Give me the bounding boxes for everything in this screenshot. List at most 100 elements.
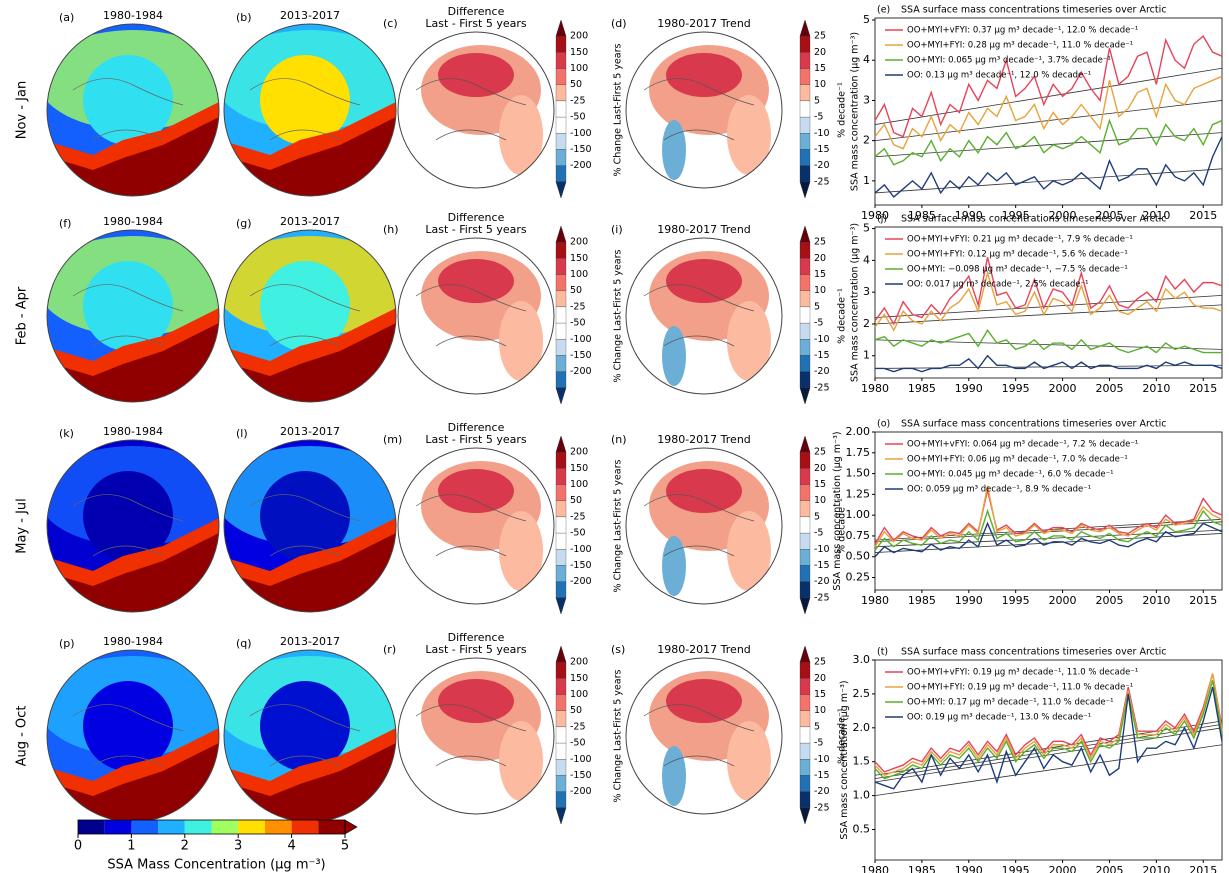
map-fill: [224, 24, 396, 196]
map-border: [223, 23, 397, 197]
panel-letter: (j): [877, 214, 887, 225]
map-region: [662, 746, 686, 806]
x-tick-label: 1990: [955, 382, 983, 395]
colorbar-tick-label: 20: [814, 673, 826, 684]
map-region: [83, 261, 173, 351]
colorbar-segment: [799, 565, 811, 582]
map-region: [438, 53, 514, 97]
panel-title: Last - First 5 years: [425, 223, 527, 236]
y-axis-label: SSA mass concentration (μg m⁻³): [832, 431, 843, 590]
colorbar-tick-label: -15: [814, 560, 830, 571]
colorbar-tick-label: 100: [570, 689, 588, 700]
map: [223, 439, 397, 613]
y-tick-label: 4: [863, 253, 870, 266]
map-border: [397, 447, 555, 605]
panel-letter: (s): [611, 643, 625, 656]
map: [397, 657, 555, 815]
y-tick-label: 0.25: [846, 571, 871, 584]
colorbar-tick-label: -10: [814, 128, 830, 139]
colorbar-segment: [799, 133, 811, 150]
colorbar-tick-label: 20: [814, 253, 826, 264]
x-tick-label: 2010: [1142, 209, 1170, 222]
panel-title: Difference: [448, 421, 505, 434]
trend-line: [874, 744, 1223, 796]
colorbar-segment: [799, 775, 811, 792]
colorbar-segment: [104, 820, 132, 834]
series-line: [874, 680, 1223, 780]
map-fill: [47, 24, 219, 196]
coastline: [72, 704, 184, 767]
colorbar-tick-label: 200: [570, 447, 588, 458]
colorbar-tick-label: -50: [570, 112, 586, 123]
colorbar-segment: [555, 371, 567, 388]
map-fill: [398, 448, 554, 604]
x-tick-label: 2000: [1049, 864, 1077, 873]
y-axis-label: SSA mass concentration (μg m⁻³): [850, 32, 861, 191]
x-tick-label: 2010: [1142, 864, 1170, 873]
colorbar-tick-label: 150: [570, 463, 588, 474]
panel-letter: (d): [611, 17, 627, 30]
panel-title: 1980-2017 Trend: [657, 643, 751, 656]
colorbar-segment: [799, 84, 811, 102]
map: [625, 237, 783, 395]
map-region: [666, 53, 742, 97]
y-tick-label: 3: [863, 285, 870, 298]
map-region: [438, 469, 514, 513]
colorbar-cap: [555, 597, 567, 615]
map-border: [625, 31, 783, 189]
map-border: [397, 31, 555, 189]
colorbar-tick-label: 15: [814, 63, 826, 74]
trend-line: [874, 132, 1223, 158]
colorbar-label: % Change Last-First 5 years: [613, 44, 624, 177]
y-tick-label: 2.0: [853, 721, 871, 734]
trend-line: [874, 724, 1223, 780]
colorbar-label: % Change Last-First 5 years: [613, 670, 624, 803]
colorbar-cap: [555, 181, 567, 199]
coastline: [72, 284, 184, 347]
panel-letter: (a): [59, 11, 74, 24]
map-region: [499, 511, 543, 591]
series-line: [874, 257, 1223, 326]
legend-label: OO+MYI+FYI: 0.06 μg m³ decade⁻¹, 7.0 % d…: [907, 455, 1128, 465]
colorbar-tick-label: -50: [570, 318, 586, 329]
map-region: [47, 531, 219, 612]
colorbar-segment: [555, 68, 567, 85]
colorbar-tick-label: -10: [814, 334, 830, 345]
map-region: [666, 259, 742, 303]
panel-letter: (k): [59, 427, 74, 440]
series-line: [874, 521, 1223, 558]
colorbar-segment: [555, 149, 567, 166]
map-fill: [626, 32, 782, 188]
colorbar-label: % decade⁻¹: [837, 82, 848, 138]
trend-line: [874, 168, 1223, 194]
row-label: Aug - Oct: [15, 706, 30, 767]
map-border: [625, 657, 783, 815]
colorbar-tick-label: 10: [814, 79, 826, 90]
x-tick-label: 2015: [1189, 594, 1217, 607]
x-tick-label: 1980: [861, 382, 889, 395]
panel-title: 2013-2017: [280, 9, 340, 22]
colorbar-segment: [555, 662, 567, 679]
panel-title: Difference: [448, 631, 505, 644]
colorbar-tick-label: -150: [570, 770, 592, 781]
map: [625, 657, 783, 815]
colorbar-segment: [799, 290, 811, 308]
colorbar-tick-label: 25: [814, 237, 826, 248]
colorbar-tick-label: -25: [814, 382, 830, 393]
coastline: [415, 78, 527, 141]
colorbar-tick-label: 150: [570, 253, 588, 264]
series-line: [874, 508, 1223, 551]
x-tick-label: 1985: [908, 209, 936, 222]
coastline: [415, 284, 527, 347]
colorbar-segment: [799, 742, 811, 760]
coastline: [643, 284, 755, 347]
colorbar-segment: [799, 759, 811, 776]
panel-title: 2013-2017: [280, 635, 340, 648]
colorbar-tick-label: 5: [341, 839, 349, 854]
colorbar-tick-label: -15: [814, 144, 830, 155]
colorbar-segment: [318, 820, 345, 834]
map-border: [223, 229, 397, 403]
colorbar-tick-label: 150: [570, 673, 588, 684]
colorbar-segment: [555, 36, 567, 53]
legend-label: OO+MYI: 0.065 μg m³ decade⁻¹, 3.7% decad…: [907, 56, 1111, 66]
